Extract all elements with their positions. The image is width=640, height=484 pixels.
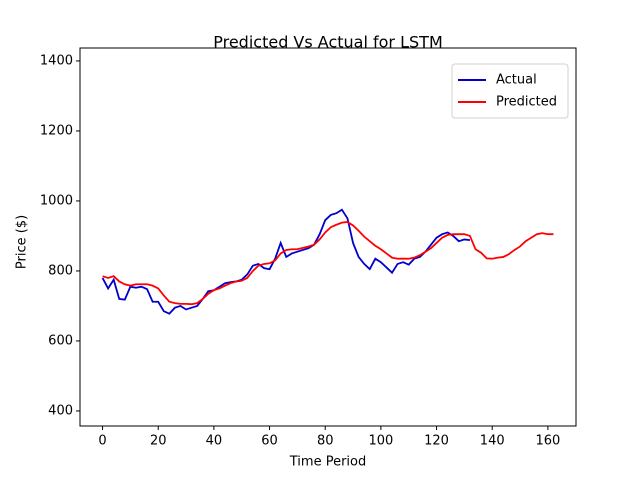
chart-title: Predicted Vs Actual for LSTM (213, 33, 443, 52)
x-tick-label: 80 (317, 434, 334, 449)
legend-label: Actual (496, 73, 537, 88)
x-tick-label: 40 (206, 434, 223, 449)
x-tick-label: 140 (480, 434, 505, 449)
y-axis-label: Price ($) (15, 215, 30, 269)
x-tick-label: 160 (535, 434, 560, 449)
y-tick-label: 600 (48, 333, 73, 348)
y-tick-label: 1000 (40, 193, 73, 208)
y-tick-label: 800 (48, 263, 73, 278)
legend-label: Predicted (496, 95, 557, 110)
data-line (101, 208, 471, 315)
legend-box (451, 63, 569, 119)
plot-frame (79, 47, 577, 427)
x-tick-label: 0 (98, 434, 106, 449)
data-line (102, 221, 554, 306)
x-tick-label: 100 (368, 434, 393, 449)
x-tick-label: 60 (261, 434, 278, 449)
x-axis-label: Time Period (289, 455, 366, 470)
y-tick-label: 1200 (40, 123, 73, 138)
x-tick-label: 20 (150, 434, 167, 449)
y-tick-label: 400 (48, 403, 73, 418)
x-tick-label: 120 (424, 434, 449, 449)
y-tick-label: 1400 (40, 53, 73, 68)
